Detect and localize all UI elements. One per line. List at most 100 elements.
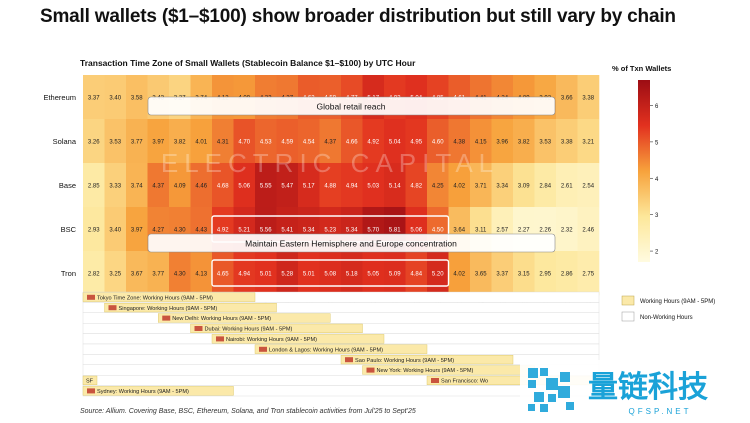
timezone-label: San Francisco: Wo bbox=[441, 379, 488, 385]
cell-value-label: 4.15 bbox=[475, 140, 487, 146]
colorbar: % of Txn Wallets 6 5 4 3 2 bbox=[612, 64, 671, 262]
working-hours-bar bbox=[82, 292, 256, 302]
cell-value-label: 3.11 bbox=[475, 228, 487, 234]
heatmap-cell bbox=[341, 119, 363, 164]
heatmap-cell bbox=[491, 251, 514, 296]
cell-value-label: 4.92 bbox=[367, 140, 379, 146]
heatmap-cell bbox=[83, 163, 105, 208]
heatmap-cell bbox=[491, 119, 514, 164]
heatmap-cell bbox=[470, 163, 492, 208]
cell-value-label: 3.67 bbox=[131, 272, 143, 278]
cell-value-label: 3.64 bbox=[453, 228, 465, 234]
working-hours-bar bbox=[340, 355, 514, 365]
flag-icon bbox=[216, 336, 224, 342]
cell-value-label: 3.37 bbox=[88, 96, 100, 102]
cell-value-label: 2.85 bbox=[88, 184, 100, 190]
heatmap-cell bbox=[319, 163, 342, 208]
heatmap-cell bbox=[319, 251, 342, 296]
heatmap-cell bbox=[577, 119, 600, 164]
heatmap-cell bbox=[83, 251, 105, 296]
cell-value-label: 3.58 bbox=[131, 96, 143, 102]
cell-value-label: 3.38 bbox=[582, 96, 594, 102]
cell-value-label: 2.26 bbox=[539, 228, 551, 234]
cell-value-label: 3.96 bbox=[496, 140, 508, 146]
watermark-text: ELECTRIC CAPITAL bbox=[161, 148, 499, 178]
heatmap-cell bbox=[362, 251, 385, 296]
callout-box bbox=[147, 96, 556, 116]
heatmap-cell bbox=[470, 119, 492, 164]
cell-value-label: 5.06 bbox=[238, 184, 250, 190]
cell-value-label: 4.94 bbox=[346, 184, 358, 190]
heatmap-cell bbox=[83, 119, 105, 164]
flag-icon bbox=[366, 367, 375, 373]
cell-value-label: 2.95 bbox=[539, 272, 551, 278]
heatmap-cell bbox=[169, 163, 191, 208]
cell-value-label: 4.59 bbox=[281, 140, 293, 146]
working-hours-bar bbox=[158, 313, 331, 323]
heatmap-cell bbox=[169, 251, 191, 296]
heatmap-cell bbox=[405, 119, 428, 164]
colorbar-tick-label: 2 bbox=[655, 250, 659, 256]
heatmap-cell bbox=[341, 163, 363, 208]
legend-label: Non-Working Hours bbox=[640, 315, 693, 321]
cell-value-label: 4.30 bbox=[174, 272, 186, 278]
cell-value-label: 4.68 bbox=[217, 184, 229, 190]
cell-value-label: 5.04 bbox=[389, 140, 401, 146]
cell-value-label: 3.25 bbox=[109, 272, 121, 278]
heatmap-cell bbox=[126, 251, 148, 296]
row-label: Tron bbox=[61, 269, 76, 278]
heatmap-cell bbox=[534, 163, 557, 208]
cell-value-label: 4.53 bbox=[260, 140, 272, 146]
heatmap-cell bbox=[104, 163, 127, 208]
cell-value-label: 5.18 bbox=[346, 272, 358, 278]
heatmap-cell bbox=[233, 119, 256, 164]
cell-value-label: 4.95 bbox=[410, 140, 422, 146]
cell-value-label: 3.65 bbox=[475, 272, 487, 278]
heatmap-cell bbox=[427, 251, 449, 296]
cell-value-label: 4.60 bbox=[432, 140, 444, 146]
heatmap-cell bbox=[147, 251, 170, 296]
heatmap-cell bbox=[556, 119, 578, 164]
heatmap-cell bbox=[577, 163, 600, 208]
cell-value-label: 4.92 bbox=[217, 228, 229, 234]
logo-block-icon bbox=[558, 386, 570, 398]
callout-text: Maintain Eastern Hemisphere and Europe c… bbox=[245, 239, 457, 249]
heatmap-cell bbox=[233, 163, 256, 208]
timezone-label: Nairobi: Working Hours (9AM - 5PM) bbox=[226, 337, 317, 343]
timezone-label: Tokyo Time Zone: Working Hours (9AM - 5P… bbox=[97, 295, 213, 301]
cell-value-label: 5.03 bbox=[367, 184, 379, 190]
cell-value-label: 3.33 bbox=[109, 184, 121, 190]
flag-icon bbox=[108, 305, 117, 311]
cell-value-label: 2.54 bbox=[582, 184, 594, 190]
heatmap-cell bbox=[276, 119, 299, 164]
legend-swatch-working bbox=[621, 295, 635, 306]
heatmap-cell bbox=[577, 251, 600, 296]
colorbar-title: % of Txn Wallets bbox=[612, 64, 671, 73]
cell-value-label: 4.84 bbox=[410, 272, 422, 278]
heatmap-cell bbox=[319, 119, 342, 164]
cell-value-label: 3.26 bbox=[88, 140, 100, 146]
cell-value-label: 4.65 bbox=[217, 272, 229, 278]
timezone-label: New Delhi: Working Hours (9AM - 5PM) bbox=[172, 316, 271, 322]
row-label: Base bbox=[59, 181, 76, 190]
heatmap-cell bbox=[577, 75, 600, 120]
heatmap-cell bbox=[276, 163, 299, 208]
timezone-label: Sydney: Working Hours (9AM - 5PM) bbox=[97, 389, 189, 395]
heatmap-cell bbox=[104, 119, 127, 164]
heatmap-cell bbox=[448, 119, 471, 164]
timezone-legend: Working Hours (9AM - 5PM) Non-Working Hou… bbox=[621, 295, 715, 322]
heatmap-cell bbox=[405, 251, 428, 296]
cell-value-label: 2.27 bbox=[518, 228, 530, 234]
cell-value-label: 3.77 bbox=[131, 140, 143, 146]
logo-block-icon bbox=[528, 380, 536, 388]
heatmap-cell bbox=[190, 163, 213, 208]
flag-icon bbox=[431, 378, 439, 383]
heatmap-cell bbox=[190, 251, 213, 296]
cell-value-label: 5.34 bbox=[303, 228, 315, 234]
cell-value-label: 4.66 bbox=[346, 140, 358, 146]
page-title: Small wallets ($1–$100) show broader dis… bbox=[40, 6, 676, 27]
colorbar-tick-label: 5 bbox=[655, 140, 659, 146]
flag-icon bbox=[87, 294, 95, 300]
flag-icon bbox=[259, 346, 267, 352]
heatmap-cell bbox=[147, 119, 170, 164]
